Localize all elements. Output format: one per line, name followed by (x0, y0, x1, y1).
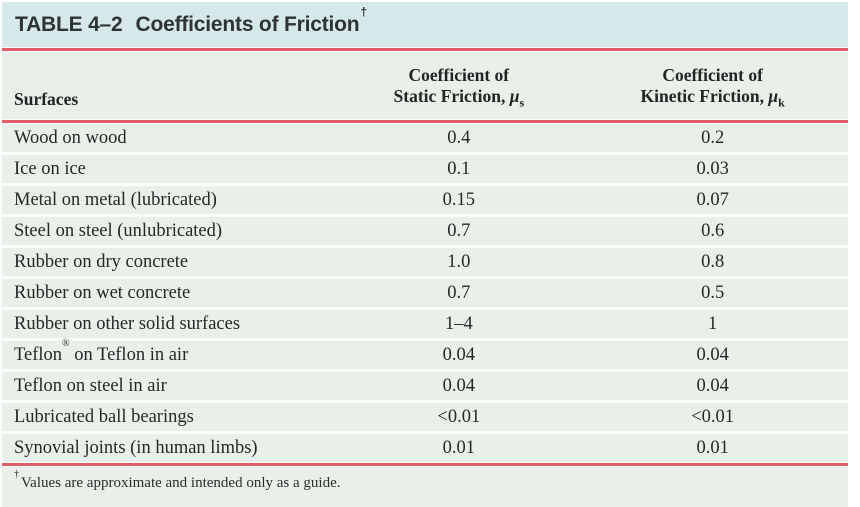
table-row: Rubber on dry concrete 1.0 0.8 (2, 245, 848, 278)
kinetic-value-cell: 0.01 (577, 431, 848, 462)
surface-cell: Wood on wood (14, 127, 127, 148)
static-value-cell: 0.4 (447, 127, 471, 148)
static-value-cell: 0.15 (340, 183, 578, 216)
surface-cell: Teflon® on Teflon in air (2, 338, 341, 371)
title-dagger-marker: † (360, 4, 367, 19)
divider-rule-bottom (2, 462, 848, 467)
static-value-cell: 0.01 (340, 431, 578, 462)
table-number: TABLE 4–2 (15, 12, 123, 36)
kinetic-value-cell: 0.8 (577, 245, 848, 278)
kinetic-value-cell: 0.2 (701, 127, 725, 148)
divider-rule-top (2, 47, 848, 52)
table-title-bar: TABLE 4–2 Coefficients of Friction† (2, 2, 848, 47)
surface-text: on Teflon in air (69, 344, 189, 365)
footnote-text: Values are approximate and intended only… (21, 475, 341, 491)
surface-cell: Rubber on dry concrete (2, 245, 341, 278)
mu-symbol: μ (509, 85, 520, 106)
column-header-static-friction: Coefficient of Static Friction, μs (340, 52, 577, 119)
kinetic-value-cell: <0.01 (577, 400, 848, 433)
surface-cell: Metal on metal (lubricated) (2, 183, 341, 216)
table-row: Steel on steel (unlubricated) 0.7 0.6 (2, 214, 848, 247)
table-row: Wood on wood 0.4 0.2 (2, 124, 848, 154)
kinetic-value-cell: 0.5 (577, 276, 848, 309)
static-value-cell: <0.01 (340, 400, 578, 433)
divider-rule-header (2, 119, 848, 124)
surface-cell: Ice on ice (2, 152, 341, 185)
surface-cell: Synovial joints (in human limbs) (2, 431, 341, 462)
table-row: Rubber on wet concrete 0.7 0.5 (2, 276, 848, 309)
static-value-cell: 1–4 (340, 307, 578, 340)
static-value-cell: 0.7 (340, 276, 578, 309)
table-title: Coefficients of Friction† (135, 6, 368, 37)
header-kinetic-line1: Coefficient of (662, 64, 763, 85)
table-row: Synovial joints (in human limbs) 0.01 0.… (2, 431, 848, 462)
table-title-text: Coefficients of Friction (135, 12, 360, 36)
surface-cell: Teflon on steel in air (2, 369, 341, 402)
kinetic-value-cell: 0.6 (577, 214, 848, 247)
static-value-cell: 0.04 (340, 369, 578, 402)
kinetic-value-cell: 0.03 (577, 152, 848, 185)
surface-cell: Lubricated ball bearings (2, 400, 341, 433)
surface-cell: Rubber on other solid surfaces (2, 307, 341, 340)
table-row: Rubber on other solid surfaces 1–4 1 (2, 307, 848, 340)
column-header-kinetic-friction: Coefficient of Kinetic Friction, μk (577, 52, 848, 119)
table-row: Metal on metal (lubricated) 0.15 0.07 (2, 183, 848, 216)
header-static-line1: Coefficient of (408, 64, 510, 85)
kinetic-value-cell: 0.04 (577, 369, 848, 402)
column-header-surfaces: Surfaces (14, 88, 79, 109)
static-value-cell: 0.7 (340, 214, 578, 247)
kinetic-value-cell: 1 (577, 307, 848, 340)
table-row: Teflon® on Teflon in air 0.04 0.04 (2, 338, 848, 371)
static-value-cell: 1.0 (340, 245, 578, 278)
friction-table-body: Wood on wood 0.4 0.2 Ice on ice 0.1 0.03… (2, 124, 848, 462)
mu-subscript-s: s (519, 95, 525, 110)
mu-symbol: μ (768, 85, 779, 106)
surface-text: Teflon (14, 344, 63, 365)
friction-table-header: Surfaces Coefficient of Static Friction,… (2, 52, 848, 119)
header-static-line2-text: Static Friction, (393, 85, 510, 106)
header-static-line2: Static Friction, μs (340, 86, 577, 110)
footnote-dagger-marker: † (14, 469, 19, 480)
header-row: Surfaces Coefficient of Static Friction,… (2, 52, 848, 119)
registered-trademark-symbol: ® (62, 338, 70, 350)
kinetic-value-cell: 0.07 (577, 183, 848, 216)
table-row: Lubricated ball bearings <0.01 <0.01 (2, 400, 848, 433)
header-kinetic-line2-text: Kinetic Friction, (640, 85, 769, 106)
table-row: Teflon on steel in air 0.04 0.04 (2, 369, 848, 402)
surface-cell: Steel on steel (unlubricated) (2, 214, 341, 247)
header-kinetic-line2: Kinetic Friction, μk (577, 86, 848, 110)
footnote: †Values are approximate and intended onl… (2, 467, 848, 507)
table-row: Ice on ice 0.1 0.03 (2, 152, 848, 185)
kinetic-value-cell: 0.04 (577, 338, 848, 371)
mu-subscript-k: k (778, 95, 785, 110)
surface-cell: Rubber on wet concrete (2, 276, 341, 309)
static-value-cell: 0.04 (340, 338, 578, 371)
static-value-cell: 0.1 (340, 152, 578, 185)
